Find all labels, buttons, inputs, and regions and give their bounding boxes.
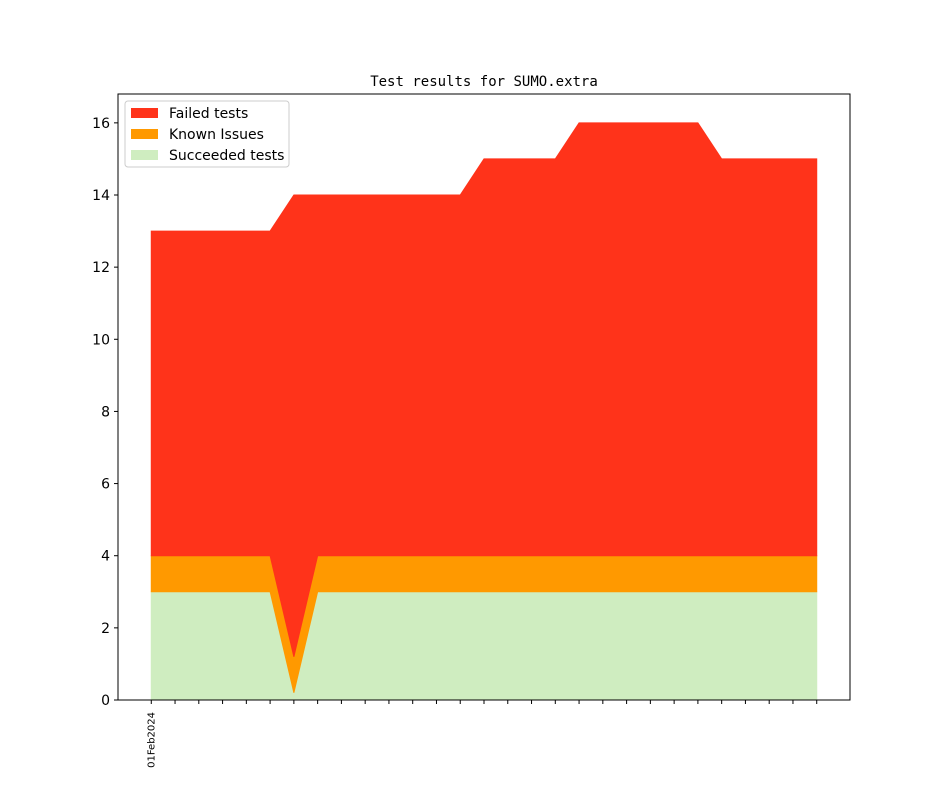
y-tick-label: 4 — [101, 549, 110, 565]
legend-swatch — [131, 108, 158, 118]
area — [150, 122, 818, 657]
y-tick-label: 2 — [101, 621, 110, 637]
legend-swatch — [131, 150, 158, 160]
y-tick-label: 10 — [92, 332, 110, 348]
legend-box — [124, 100, 290, 168]
legend-label: Known Issues — [169, 127, 264, 143]
legend-label: Failed tests — [169, 106, 248, 122]
area — [150, 591, 818, 701]
chart-title: Test results for SUMO.extra — [370, 74, 598, 90]
y-tick-label: 12 — [92, 260, 110, 276]
y-tick-label: 14 — [92, 188, 110, 204]
y-tick-label: 16 — [92, 116, 110, 132]
y-tick-label: 6 — [101, 477, 110, 493]
y-tick-label: 8 — [101, 404, 110, 420]
x-tick-label: 01Feb2024 — [146, 712, 157, 768]
legend-label: Succeeded tests — [169, 148, 284, 164]
legend-swatch — [131, 129, 158, 139]
y-tick-label: 0 — [101, 693, 110, 709]
